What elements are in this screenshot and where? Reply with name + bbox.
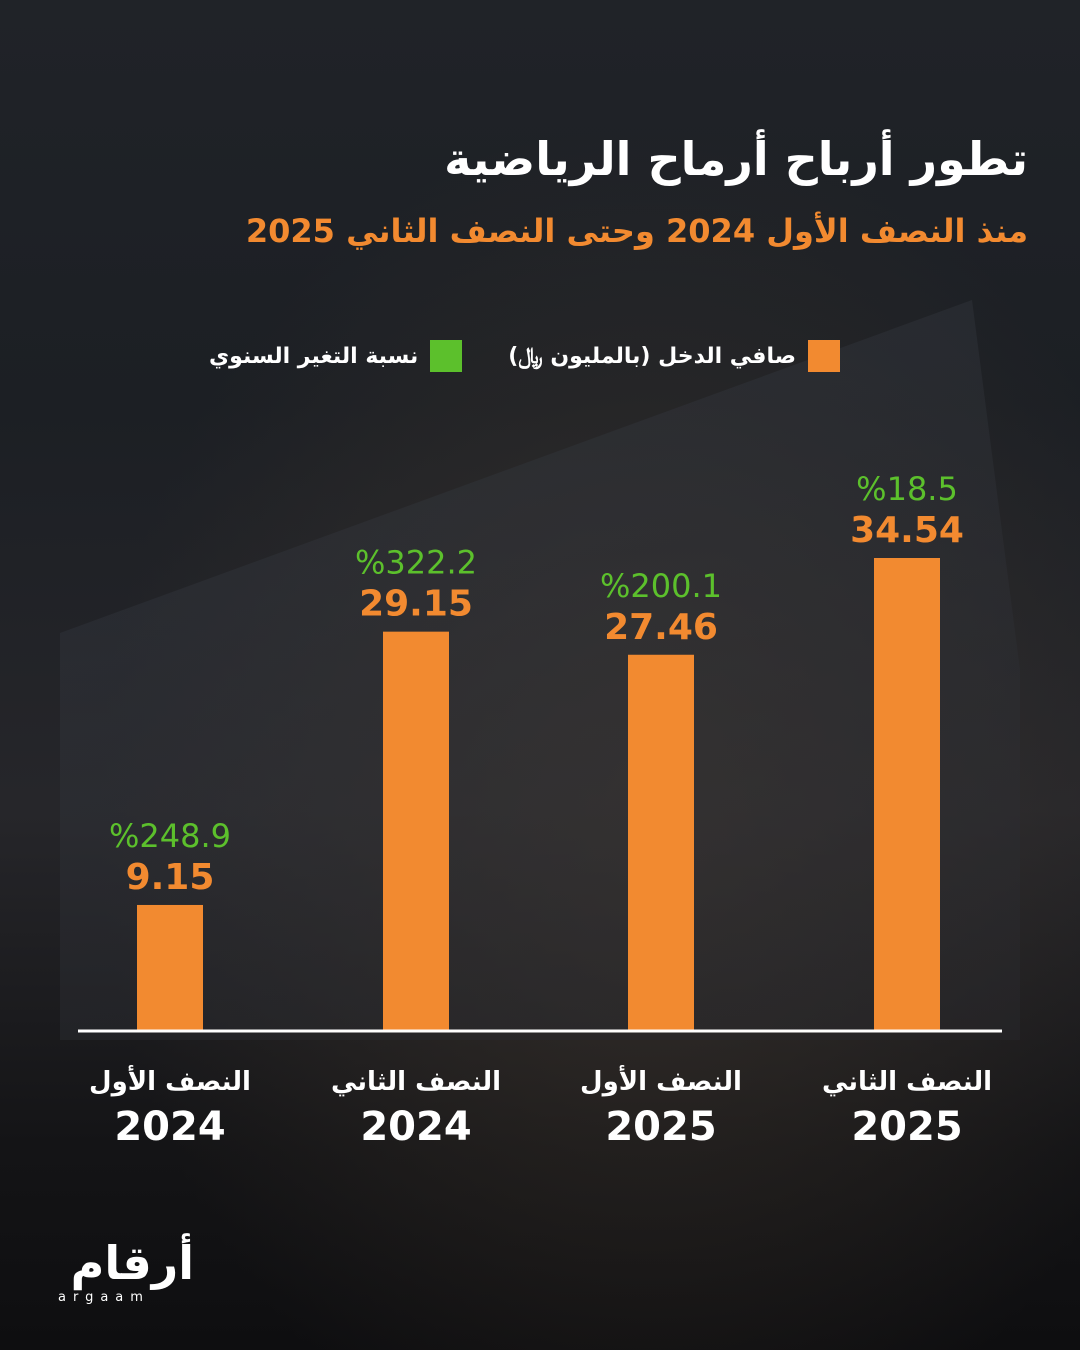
change-label: %18.5 [856,470,958,508]
change-label: %322.2 [355,544,477,582]
value-label: 27.46 [604,607,718,648]
chart-subtitle: منذ النصف الأول 2024 وحتى النصف الثاني 2… [245,212,1028,250]
legend-change: نسبة التغير السنوي [209,340,463,372]
argaam-logo: أرقام argaam [44,1240,194,1305]
x-tick-year: 2024 [360,1104,471,1150]
legend-swatch-orange [808,340,840,372]
logo-latin: argaam [58,1290,150,1305]
x-tick-period: النصف الثاني [822,1067,992,1097]
x-tick-period: النصف الأول [580,1065,742,1097]
bar-income [383,631,449,1030]
value-label: 9.15 [126,857,215,898]
bar-income [628,654,694,1030]
legend-income-label: صافي الدخل (بالمليون ﷼) [508,343,796,369]
x-tick-year: 2025 [605,1104,716,1150]
logo-arabic: أرقام [70,1236,194,1290]
chart-title: تطور أرباح أرماح الرياضية [444,132,1028,186]
x-tick-period: النصف الأول [89,1065,251,1097]
legend-swatch-green [430,340,463,372]
x-tick-year: 2025 [851,1104,962,1150]
bar-income [137,904,203,1030]
legend-change-label: نسبة التغير السنوي [209,343,419,369]
legend-income: صافي الدخل (بالمليون ﷼) [508,340,840,372]
change-label: %200.1 [600,567,722,605]
legend: صافي الدخل (بالمليون ﷼) نسبة التغير السن… [209,340,840,372]
value-label: 34.54 [850,510,964,551]
x-tick-period: النصف الثاني [331,1067,501,1097]
value-label: 29.15 [359,584,473,625]
x-tick-year: 2024 [114,1104,225,1150]
bar-income [874,558,940,1030]
change-label: %248.9 [109,817,231,855]
